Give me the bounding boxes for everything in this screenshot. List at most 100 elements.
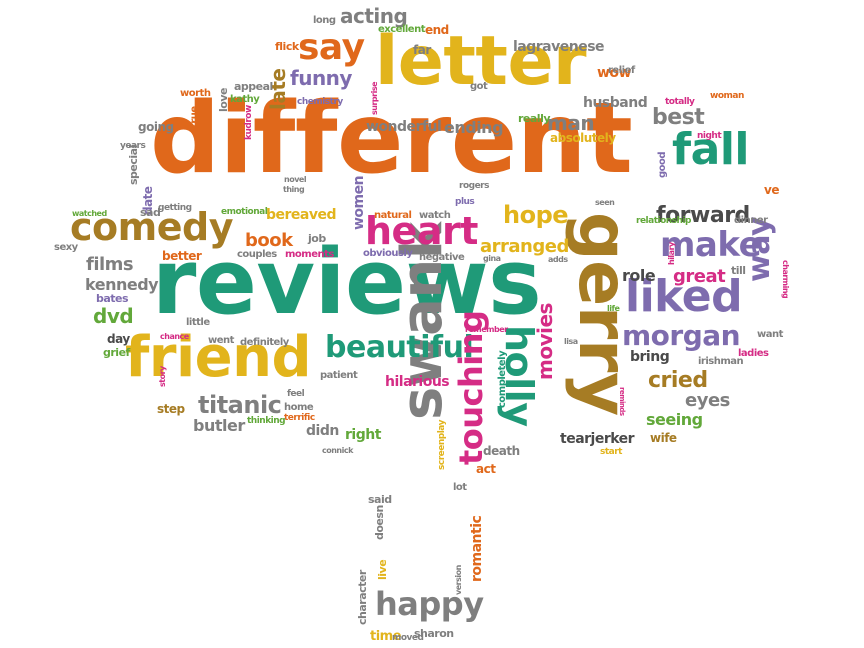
word-true: true bbox=[189, 106, 200, 128]
word-morgan: morgan bbox=[622, 319, 741, 352]
word-irishman: irishman bbox=[698, 356, 744, 367]
word-long: long bbox=[313, 15, 336, 26]
word-love: love bbox=[217, 88, 230, 112]
word-act: act bbox=[476, 462, 496, 476]
word-chemistry: chemistry bbox=[297, 97, 343, 107]
word-bates: bates bbox=[96, 292, 129, 305]
word-life: life bbox=[607, 304, 620, 313]
word-way: way bbox=[742, 216, 777, 282]
word-comedy: comedy bbox=[70, 205, 233, 249]
word-thinking: thinking bbox=[247, 416, 286, 426]
word-kennedy: kennedy bbox=[85, 275, 159, 294]
word-charming: charming bbox=[781, 260, 790, 299]
word-moments: moments bbox=[285, 249, 334, 260]
word-heart: heart bbox=[365, 209, 478, 253]
word-flick: flick bbox=[275, 40, 299, 53]
word-sexy: sexy bbox=[54, 242, 78, 253]
word-terrific: terrific bbox=[284, 413, 315, 423]
word-butler: butler bbox=[193, 416, 245, 435]
word-couples: couples bbox=[237, 249, 277, 260]
word-different: different bbox=[150, 82, 633, 196]
word-novel: novel bbox=[284, 175, 307, 184]
word-lagravenese: lagravenese bbox=[513, 39, 605, 55]
word-appeal: appeal bbox=[234, 80, 273, 93]
word-reviews: reviews bbox=[152, 230, 542, 335]
word-hope: hope bbox=[503, 201, 569, 229]
word-watch: watch bbox=[419, 210, 451, 221]
word-rogers: rogers bbox=[459, 181, 489, 191]
word-arranged: arranged bbox=[480, 236, 569, 257]
word-women: women bbox=[351, 175, 367, 230]
word-adds: adds bbox=[548, 255, 568, 264]
word-patient: patient bbox=[320, 370, 358, 381]
word-thing: thing bbox=[283, 185, 305, 194]
word-ladies: ladies bbox=[738, 348, 769, 359]
word-home: home bbox=[284, 402, 314, 413]
word-fall: fall bbox=[672, 124, 750, 175]
word-connick: connick bbox=[322, 446, 353, 455]
word-forward: forward bbox=[656, 203, 750, 228]
word-husband: husband bbox=[583, 95, 648, 111]
word-lot: lot bbox=[453, 482, 467, 493]
word-say: say bbox=[298, 27, 365, 68]
word-didn: didn bbox=[306, 423, 339, 439]
word-live: live bbox=[376, 559, 389, 580]
word-wow: wow bbox=[597, 65, 632, 81]
word-moved: moved bbox=[392, 633, 424, 643]
word-romantic: romantic bbox=[469, 515, 485, 582]
word-going: going bbox=[138, 120, 174, 134]
word-far: far bbox=[413, 43, 431, 57]
word-getting: getting bbox=[158, 203, 192, 213]
word-movies: movies bbox=[533, 303, 557, 380]
word-tearjerker: tearjerker bbox=[560, 431, 635, 447]
word-character: character bbox=[356, 570, 369, 625]
word-completely: completely bbox=[497, 350, 508, 408]
word-titanic: titanic bbox=[198, 391, 282, 419]
word-book: book bbox=[245, 230, 293, 251]
word-went: went bbox=[208, 335, 234, 346]
word-cried: cried bbox=[648, 368, 708, 393]
word-relief: relief bbox=[608, 65, 635, 76]
word-till: till bbox=[731, 264, 746, 277]
word-doesn: doesn bbox=[373, 505, 386, 540]
word-sharon: sharon bbox=[414, 627, 454, 640]
word-great: great bbox=[673, 266, 726, 287]
word-seen: seen bbox=[595, 198, 615, 207]
word-dvd: dvd bbox=[93, 304, 134, 328]
word-time: time bbox=[370, 629, 402, 644]
word-plus: plus bbox=[455, 197, 475, 207]
word-relationship: relationship bbox=[636, 216, 691, 226]
word-negative: negative bbox=[419, 252, 465, 263]
word-hilary: hilary bbox=[667, 242, 676, 265]
word-start: start bbox=[600, 447, 622, 457]
word-death: death bbox=[483, 444, 520, 458]
word-role: role bbox=[622, 266, 656, 285]
word-liked: liked bbox=[625, 271, 743, 322]
word-hilarious: hilarious bbox=[385, 374, 450, 390]
word-totally: totally bbox=[665, 97, 695, 107]
word-lisa: lisa bbox=[564, 337, 578, 346]
word-letter: letter bbox=[375, 22, 587, 101]
word-natural: natural bbox=[374, 210, 412, 221]
word-kudrow: kudrow bbox=[244, 105, 254, 140]
word-end: end bbox=[425, 23, 449, 37]
word-screenplay: screenplay bbox=[437, 420, 447, 470]
word-night: night bbox=[697, 131, 722, 141]
word-best: best bbox=[652, 105, 705, 130]
word-right: right bbox=[345, 427, 381, 443]
word-woman: woman bbox=[710, 91, 744, 101]
word-surprise: surprise bbox=[370, 81, 379, 115]
word-definitely: definitely bbox=[240, 337, 289, 348]
word-remember: remember bbox=[465, 325, 508, 334]
word-little: little bbox=[186, 317, 210, 328]
word-bereaved: bereaved bbox=[266, 207, 337, 223]
word-wonderful: wonderful bbox=[366, 119, 442, 135]
word-emotional: emotional bbox=[221, 207, 268, 217]
word-ve: ve bbox=[764, 183, 779, 197]
word-bring: bring bbox=[630, 349, 670, 365]
word-seeing: seeing bbox=[646, 410, 703, 429]
word-better: better bbox=[162, 249, 202, 263]
word-want: want bbox=[757, 329, 783, 340]
word-dinner: dinner bbox=[734, 215, 768, 226]
